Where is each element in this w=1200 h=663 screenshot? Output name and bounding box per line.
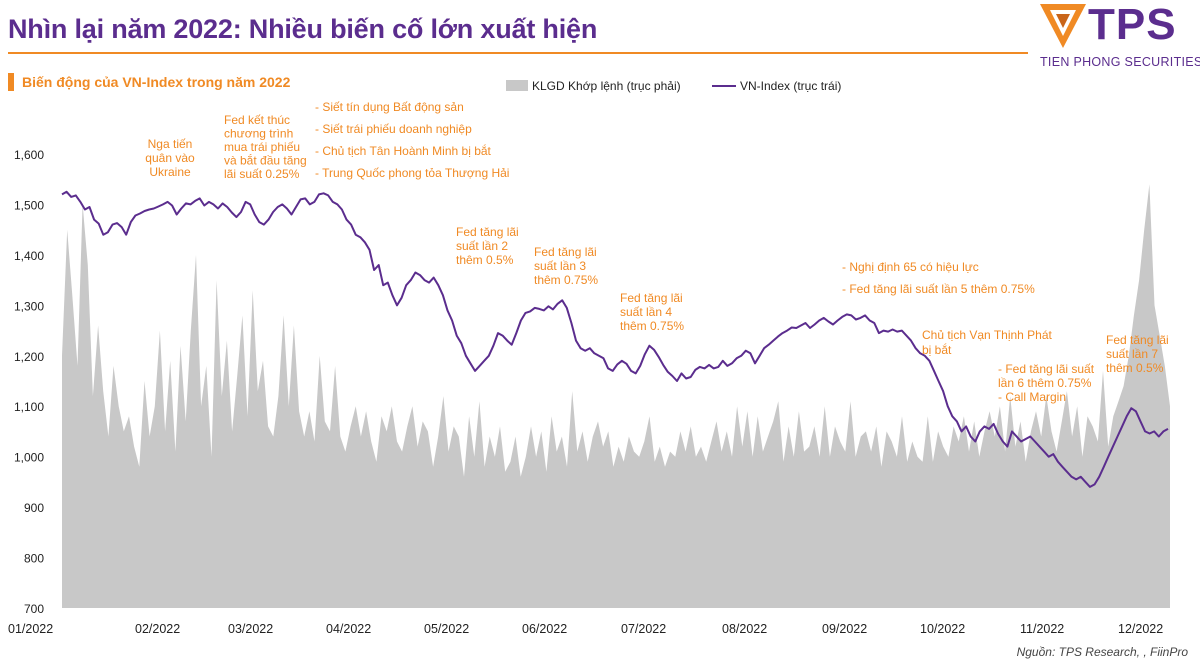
- x-tick-label: 04/2022: [326, 622, 371, 636]
- x-tick-label: 07/2022: [621, 622, 666, 636]
- page-title: Nhìn lại năm 2022: Nhiều biến cố lớn xuấ…: [8, 14, 598, 44]
- annotation-7: - Nghị định 65 có hiệu lực - Fed tăng lãi…: [842, 260, 1035, 296]
- y-tick-label: 1,300: [14, 299, 44, 313]
- x-tick-label: 01/2022: [8, 622, 53, 636]
- x-tick-label: 03/2022: [228, 622, 273, 636]
- x-tick-label: 11/2022: [1020, 622, 1064, 636]
- x-tick-label: 12/2022: [1118, 622, 1163, 636]
- subtitle-marker: [8, 73, 14, 91]
- y-tick-label: 900: [24, 501, 44, 515]
- y-tick-label: 800: [24, 552, 44, 566]
- volume-area: [62, 184, 1170, 609]
- x-tick-label: 02/2022: [135, 622, 180, 636]
- y-tick-label: 1,500: [14, 198, 44, 212]
- annotation-1: Nga tiến quân vào Ukraine: [145, 137, 195, 179]
- x-tick-label: 09/2022: [822, 622, 867, 636]
- vn-index-line: [61, 190, 1169, 488]
- y-tick-label: 1,100: [14, 400, 44, 414]
- annotation-5: Fed tăng lãi suất lần 3 thêm 0.75%: [534, 245, 598, 287]
- annotation-9: - Fed tăng lãi suất lần 6 thêm 0.75% - Cal…: [998, 362, 1095, 404]
- legend-line-label: VN-Index (trục trái): [740, 79, 841, 93]
- annotation-10: Fed tăng lãi suất lần 7 thêm 0.5%: [1106, 333, 1169, 375]
- source-note: Nguồn: TPS Research, , FiinPro: [1016, 645, 1188, 659]
- x-tick-label: 10/2022: [920, 622, 965, 636]
- tps-logo: TPS TIEN PHONG SECURITIES: [1036, 0, 1200, 70]
- y-tick-label: 1,400: [14, 249, 44, 263]
- annotation-2: Fed kết thúc chương trình mua trái phiếu và…: [224, 113, 307, 181]
- legend-volume-swatch: [506, 80, 528, 91]
- chart-title: Biến động của VN-Index trong năm 2022: [22, 74, 291, 90]
- logo-text: TPS: [1088, 0, 1177, 49]
- logo-subtitle: TIEN PHONG SECURITIES: [1040, 55, 1200, 69]
- annotation-3: - Siết tín dụng Bất động sản - Siết trái …: [315, 100, 509, 180]
- legend-volume-label: KLGD Khớp lệnh (trục phải): [532, 79, 681, 93]
- y-tick-label: 1,600: [14, 148, 44, 162]
- annotation-6: Fed tăng lãi suất lần 4 thêm 0.75%: [620, 291, 684, 333]
- y-tick-label: 1,200: [14, 350, 44, 364]
- annotation-8: Chủ tịch Vạn Thịnh Phát bị bắt: [922, 328, 1053, 357]
- y-tick-label: 700: [24, 602, 44, 616]
- annotation-4: Fed tăng lãi suất lần 2 thêm 0.5%: [456, 225, 519, 267]
- logo-mark-icon: [1040, 4, 1086, 48]
- x-tick-label: 05/2022: [424, 622, 469, 636]
- x-tick-label: 06/2022: [522, 622, 567, 636]
- title-divider: [8, 52, 1028, 54]
- x-tick-label: 08/2022: [722, 622, 767, 636]
- y-tick-label: 1,000: [14, 451, 44, 465]
